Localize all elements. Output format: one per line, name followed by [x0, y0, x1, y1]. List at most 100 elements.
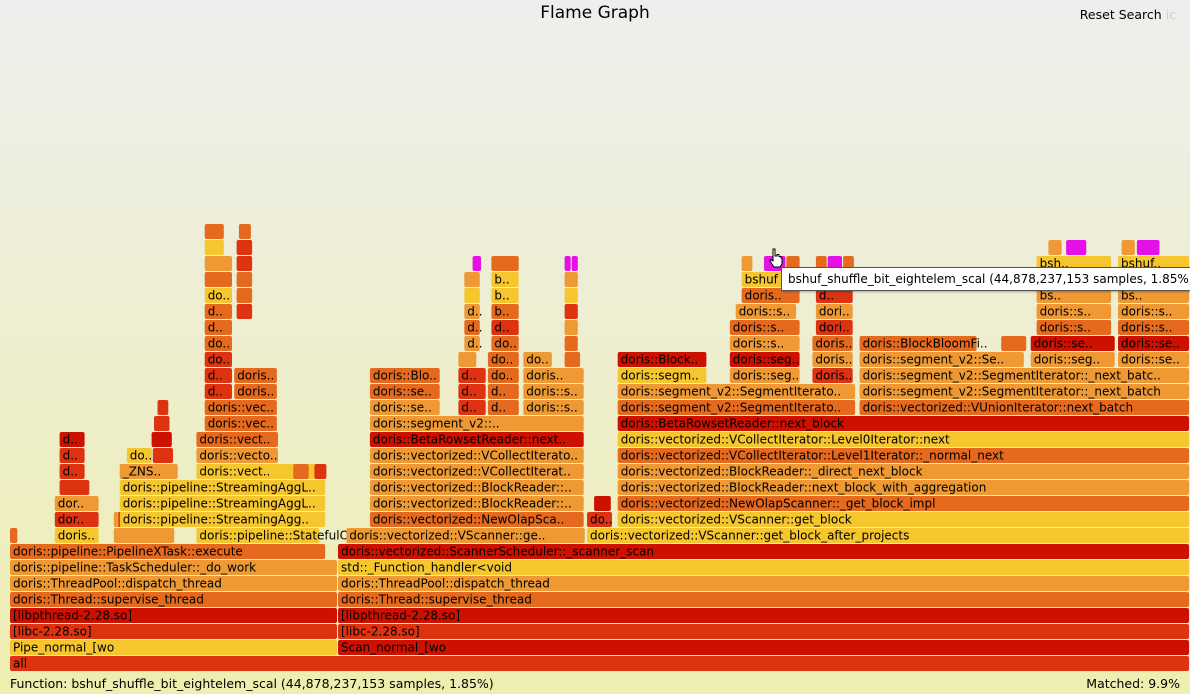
flame-frame-rect[interactable] [236, 256, 253, 271]
flame-frame-rect[interactable] [204, 368, 232, 383]
flame-frame-rect[interactable] [1030, 352, 1115, 367]
flame-frame[interactable] [1066, 240, 1087, 255]
flame-frame[interactable]: dori.. [815, 320, 853, 335]
flame-frame[interactable]: Scan_normal_[wo [338, 640, 1189, 655]
flame-frame-rect[interactable] [564, 320, 578, 335]
flame-frame[interactable]: doris::segment_v2::Se.. [859, 352, 1024, 367]
flame-frame[interactable] [458, 352, 477, 367]
flame-frame-rect[interactable] [812, 352, 853, 367]
flame-frame-rect[interactable] [617, 496, 1189, 511]
flame-frame-rect[interactable] [464, 304, 480, 319]
flame-frame-rect[interactable] [741, 288, 800, 303]
flame-frame-rect[interactable] [196, 528, 320, 543]
flame-frame[interactable] [204, 224, 224, 239]
flame-frame[interactable]: doris::vectorized::ScannerScheduler::_sc… [338, 544, 1189, 559]
flame-frame-rect[interactable] [369, 496, 584, 511]
flame-frame-rect[interactable] [338, 560, 1189, 575]
flame-frame[interactable]: d.. [204, 384, 232, 399]
flame-frame-rect[interactable] [617, 368, 707, 383]
flame-frame[interactable] [564, 320, 578, 335]
flame-frame[interactable]: _ZNS.. [119, 464, 178, 479]
flame-frame[interactable]: doris::pipeline::StreamingAgg.. [119, 512, 326, 527]
flame-frame[interactable] [564, 336, 578, 351]
flame-frame-rect[interactable] [10, 576, 337, 591]
flame-frame-rect[interactable] [815, 304, 853, 319]
flame-frame[interactable]: [libpthread-2.28.so] [10, 608, 337, 623]
flame-frame-rect[interactable] [812, 336, 853, 351]
flame-frame-rect[interactable] [617, 416, 1189, 431]
flame-frame[interactable] [314, 464, 327, 479]
flame-frame[interactable]: doris::seg.. [1030, 352, 1115, 367]
flame-frame-rect[interactable] [119, 496, 326, 511]
flame-frame-rect[interactable] [338, 608, 1189, 623]
flame-frame-rect[interactable] [523, 352, 552, 367]
flame-frame[interactable]: doris::vectorized::BlockReader::.. [369, 480, 584, 495]
flame-frame-rect[interactable] [204, 384, 232, 399]
flame-frame[interactable]: doris::pipeline::StreamingAggL.. [119, 480, 326, 495]
flame-frame[interactable] [236, 272, 253, 287]
flame-frame-rect[interactable] [859, 336, 977, 351]
flame-frame-rect[interactable] [859, 384, 1189, 399]
flame-frame-rect[interactable] [617, 400, 856, 415]
flame-frame-rect[interactable] [204, 272, 232, 287]
flame-frame[interactable] [1121, 240, 1135, 255]
flame-frame-rect[interactable] [151, 432, 172, 447]
flame-frame[interactable]: doris::se.. [1030, 336, 1115, 351]
flame-frame-rect[interactable] [369, 384, 440, 399]
flame-frame-rect[interactable] [487, 368, 519, 383]
flame-frame[interactable]: do.. [204, 288, 232, 303]
flame-frame-rect[interactable] [812, 368, 853, 383]
flame-frame-rect[interactable] [118, 512, 120, 527]
flame-frame-rect[interactable] [204, 336, 232, 351]
flame-frame-rect[interactable] [491, 304, 519, 319]
flame-frame[interactable]: d.. [487, 400, 519, 415]
flame-frame-rect[interactable] [571, 256, 578, 271]
flame-frame-rect[interactable] [472, 256, 481, 271]
flame-frame[interactable]: d.. [491, 320, 519, 335]
flame-frame-rect[interactable] [491, 320, 519, 335]
flame-frame-rect[interactable] [204, 240, 224, 255]
flame-frame-rect[interactable] [523, 368, 584, 383]
flame-frame[interactable]: std::_Function_handler<void [338, 560, 1189, 575]
flame-frame[interactable]: doris::vectorized::VCollectIterator::Lev… [617, 448, 1189, 463]
flame-frame[interactable]: do.. [204, 336, 232, 351]
flame-frame[interactable] [154, 416, 170, 431]
flame-frame-rect[interactable] [369, 368, 440, 383]
flame-frame[interactable]: [libc-2.28.so] [10, 624, 337, 639]
flame-frame[interactable]: doris::s.. [523, 384, 584, 399]
flame-frame-rect[interactable] [369, 480, 584, 495]
flame-frame[interactable]: doris::segment_v2::SegmentIterator::_nex… [859, 384, 1189, 399]
flame-frame[interactable] [204, 240, 224, 255]
flame-frame-rect[interactable] [523, 400, 584, 415]
flame-frame[interactable] [236, 256, 253, 271]
flame-frame[interactable]: doris::vectorized::BlockReader::next_blo… [617, 480, 1189, 495]
flame-frame[interactable]: do.. [204, 352, 232, 367]
flame-frame[interactable]: b.. [491, 304, 519, 319]
flame-frame-rect[interactable] [491, 288, 519, 303]
flame-frame-rect[interactable] [369, 464, 584, 479]
flame-frame-rect[interactable] [238, 224, 251, 239]
flame-frame[interactable]: doris::seg.. [729, 368, 800, 383]
flame-frame-rect[interactable] [1118, 352, 1189, 367]
flame-frame[interactable]: d.. [204, 304, 232, 319]
flame-frame-rect[interactable] [369, 400, 440, 415]
flame-frame-rect[interactable] [113, 528, 175, 543]
flame-frame-rect[interactable] [1118, 336, 1189, 351]
flame-frame-rect[interactable] [119, 480, 326, 495]
flame-frame-rect[interactable] [1066, 240, 1087, 255]
flame-frame-rect[interactable] [464, 320, 480, 335]
flame-frame[interactable]: doris::BetaRowsetReader::next_block [617, 416, 1189, 431]
flame-frame-rect[interactable] [1001, 336, 1027, 351]
flame-frame-rect[interactable] [204, 320, 232, 335]
flame-frame-rect[interactable] [10, 592, 337, 607]
flame-frame[interactable]: all [10, 656, 1189, 671]
flame-frame[interactable]: do.. [126, 448, 152, 463]
flame-frame-rect[interactable] [458, 352, 477, 367]
flame-frame-rect[interactable] [564, 272, 578, 287]
flame-frame[interactable]: doris.. [741, 288, 800, 303]
flame-frame[interactable] [472, 256, 481, 271]
flame-frame[interactable] [564, 304, 578, 319]
flame-frame[interactable]: doris::Thread::supervise_thread [338, 592, 1189, 607]
flame-frame-rect[interactable] [729, 320, 800, 335]
flame-frame[interactable]: d.. [458, 384, 486, 399]
